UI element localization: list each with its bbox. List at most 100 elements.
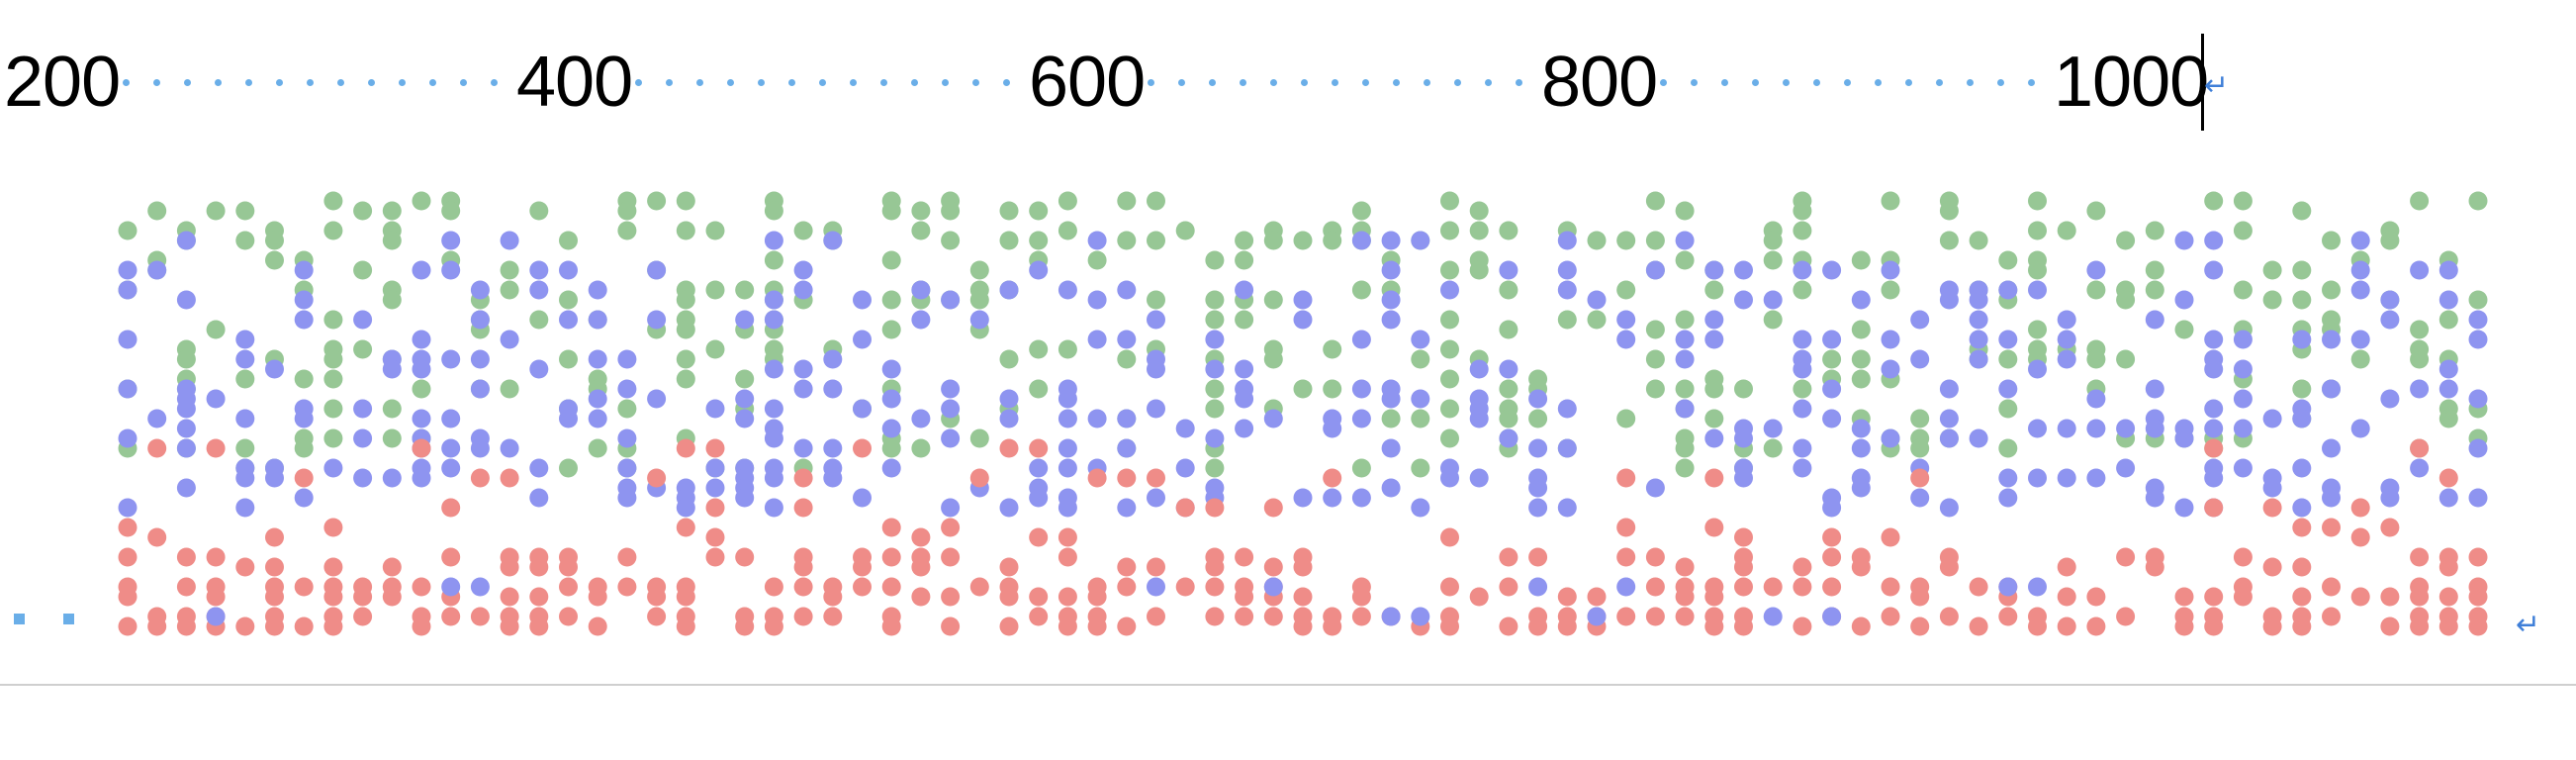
green-dot <box>2233 191 2253 211</box>
green-dot <box>2116 290 2136 310</box>
number-ruler-line[interactable]: 200 400 600 800 1000 ↵ <box>0 0 2576 168</box>
green-dot <box>2204 191 2224 211</box>
red-dot <box>1351 607 1371 626</box>
blue-dot <box>1734 428 1753 448</box>
blue-dot <box>1117 409 1137 428</box>
green-dot <box>235 231 255 250</box>
blue-dot <box>206 389 226 409</box>
red-dot <box>1440 527 1459 547</box>
green-dot <box>1381 409 1401 428</box>
red-dot <box>999 438 1019 458</box>
blue-dot <box>529 280 549 300</box>
green-dot <box>323 310 343 330</box>
blue-dot <box>1793 458 1812 478</box>
red-dot <box>2262 498 2282 518</box>
green-dot <box>1734 379 1753 399</box>
leader-dot <box>1905 79 1912 86</box>
green-dot <box>235 201 255 221</box>
blue-dot <box>1587 290 1607 310</box>
blue-dot <box>1675 399 1695 419</box>
blue-dot <box>617 488 637 508</box>
red-dot <box>1440 577 1459 597</box>
blue-dot <box>294 260 314 280</box>
blue-dot <box>1557 399 1577 419</box>
green-dot <box>1117 231 1137 250</box>
blue-dot <box>2057 310 2076 330</box>
green-dot <box>265 231 284 250</box>
red-dot <box>588 587 607 607</box>
red-dot <box>764 577 783 597</box>
blue-dot <box>1675 349 1695 369</box>
green-dot <box>2292 201 2312 221</box>
blue-dot <box>1793 260 1812 280</box>
blue-dot <box>1117 280 1137 300</box>
blue-dot <box>2204 359 2224 379</box>
blue-dot <box>853 488 872 508</box>
green-dot <box>1029 231 1049 250</box>
blue-dot <box>1411 498 1430 518</box>
leader-dot <box>184 79 191 86</box>
blue-dot <box>793 280 813 300</box>
green-dot <box>735 369 755 389</box>
red-dot <box>382 587 402 607</box>
green-dot <box>294 369 314 389</box>
green-dot <box>2468 191 2488 211</box>
blue-dot <box>1351 379 1371 399</box>
leader-dot <box>942 79 949 86</box>
green-dot <box>1440 260 1459 280</box>
red-dot <box>1263 498 1283 518</box>
blue-dot <box>1351 231 1371 250</box>
blue-dot <box>1235 389 1254 409</box>
green-dot <box>1175 221 1195 240</box>
green-dot <box>1440 221 1459 240</box>
green-dot <box>2410 349 2430 369</box>
green-dot <box>2468 290 2488 310</box>
red-dot <box>323 557 343 577</box>
red-dot <box>1939 557 1959 577</box>
blue-dot <box>1263 577 1283 597</box>
red-dot <box>412 438 431 458</box>
blue-dot <box>2028 577 2047 597</box>
green-dot <box>881 250 901 270</box>
blue-dot <box>1557 438 1577 458</box>
blue-dot <box>2292 330 2312 349</box>
blue-dot <box>412 260 431 280</box>
green-dot <box>1587 231 1607 250</box>
blue-dot <box>2086 419 2106 438</box>
dot-matrix-figure <box>118 191 2488 636</box>
green-dot <box>1440 399 1459 419</box>
blue-dot <box>1117 330 1137 349</box>
green-dot <box>235 369 255 389</box>
red-dot <box>1323 468 1342 488</box>
green-dot <box>676 191 695 211</box>
blue-dot <box>1147 310 1165 330</box>
green-dot <box>2262 290 2282 310</box>
red-dot <box>1058 587 1077 607</box>
blue-dot <box>2468 310 2488 330</box>
red-dot <box>1058 527 1077 547</box>
green-dot <box>559 458 578 478</box>
red-dot <box>294 468 314 488</box>
blue-dot <box>1998 330 2018 349</box>
blue-dot <box>1323 488 1342 508</box>
green-dot <box>353 201 373 221</box>
green-dot <box>705 280 725 300</box>
red-dot <box>470 468 490 488</box>
red-dot <box>441 607 461 626</box>
red-dot <box>853 577 872 597</box>
blue-dot <box>1205 359 1225 379</box>
red-dot <box>1293 617 1313 636</box>
green-dot <box>382 399 402 419</box>
leader-dot <box>1178 79 1185 86</box>
red-dot <box>176 617 196 636</box>
red-dot <box>793 468 813 488</box>
red-dot <box>941 518 961 537</box>
red-dot <box>1499 617 1518 636</box>
blue-dot <box>2262 478 2282 498</box>
red-dot <box>1351 587 1371 607</box>
green-dot <box>412 379 431 399</box>
red-dot <box>323 617 343 636</box>
green-dot <box>1440 369 1459 389</box>
red-dot <box>1851 617 1871 636</box>
